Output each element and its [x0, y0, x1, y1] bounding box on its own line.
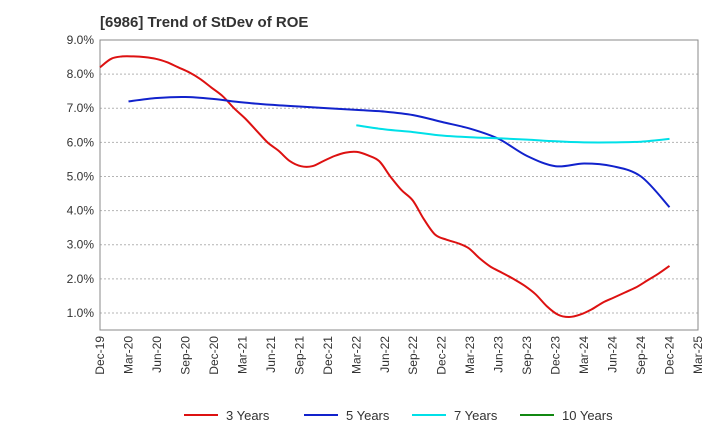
x-tick-label: Jun-23	[492, 336, 506, 373]
legend-label: 10 Years	[562, 407, 613, 423]
x-tick-label: Dec-24	[663, 336, 677, 375]
y-tick-label: 1.0%	[67, 306, 95, 320]
x-tick-label: Dec-22	[435, 336, 449, 375]
y-tick-label: 5.0%	[67, 169, 95, 183]
y-tick-label: 6.0%	[67, 135, 95, 149]
series-line-5-years	[128, 95, 671, 208]
y-tick-label: 2.0%	[67, 272, 95, 286]
y-tick-label: 8.0%	[67, 67, 95, 81]
legend-label: 5 Years	[346, 407, 390, 423]
x-tick-label: Jun-21	[264, 336, 278, 373]
x-axis-ticks: Dec-19 Mar-20 Jun-20 Sep-20 Dec-20 Mar-21 Jun-…	[93, 336, 705, 375]
x-tick-label: Mar-21	[235, 336, 249, 374]
legend-swatch	[520, 414, 554, 416]
series-line-3-years	[99, 55, 671, 318]
legend-swatch	[184, 414, 218, 416]
chart-title: [6986] Trend of StDev of ROE	[100, 14, 309, 31]
grid-lines	[100, 39, 698, 314]
legend-swatch	[412, 414, 446, 416]
x-tick-label: Sep-24	[634, 336, 648, 375]
x-tick-label: Dec-23	[549, 336, 563, 375]
x-tick-label: Jun-24	[606, 336, 620, 373]
x-tick-label: Mar-25	[691, 336, 705, 374]
y-tick-label: 7.0%	[67, 101, 95, 115]
chart-plot: 1.0% 2.0% 3.0% 4.0% 5.0% 6.0% 7.0% 8.0% 9.0% Dec…	[67, 33, 705, 375]
series-lines	[99, 55, 671, 318]
x-tick-label: Sep-23	[520, 336, 534, 375]
y-tick-label: 3.0%	[67, 238, 95, 252]
legend-label: 3 Years	[226, 407, 270, 423]
x-tick-label: Dec-21	[321, 336, 335, 375]
legend: 3 Years 5 Years 7 Years 10 Years	[0, 404, 720, 426]
x-tick-label: Sep-22	[406, 336, 420, 375]
x-tick-label: Sep-21	[292, 336, 306, 375]
y-tick-label: 4.0%	[67, 204, 95, 218]
legend-item: 7 Years	[412, 404, 497, 426]
legend-item: 10 Years	[520, 404, 613, 426]
y-tick-label: 9.0%	[67, 33, 95, 47]
plot-frame	[99, 39, 699, 331]
x-tick-label: Mar-20	[121, 336, 135, 374]
x-tick-label: Dec-19	[93, 336, 107, 375]
legend-item: 3 Years	[184, 404, 269, 426]
legend-item: 5 Years	[304, 404, 389, 426]
legend-label: 7 Years	[454, 407, 498, 423]
series-line-7-years	[356, 124, 670, 144]
x-tick-label: Mar-22	[349, 336, 363, 374]
x-tick-label: Dec-20	[207, 336, 221, 375]
legend-swatch	[304, 414, 338, 416]
y-axis-ticks: 1.0% 2.0% 3.0% 4.0% 5.0% 6.0% 7.0% 8.0% 9.0%	[67, 33, 95, 320]
x-tick-label: Sep-20	[178, 336, 192, 375]
x-tick-label: Jun-20	[150, 336, 164, 373]
x-tick-label: Mar-24	[577, 336, 591, 374]
x-tick-label: Mar-23	[463, 336, 477, 374]
x-tick-label: Jun-22	[378, 336, 392, 373]
